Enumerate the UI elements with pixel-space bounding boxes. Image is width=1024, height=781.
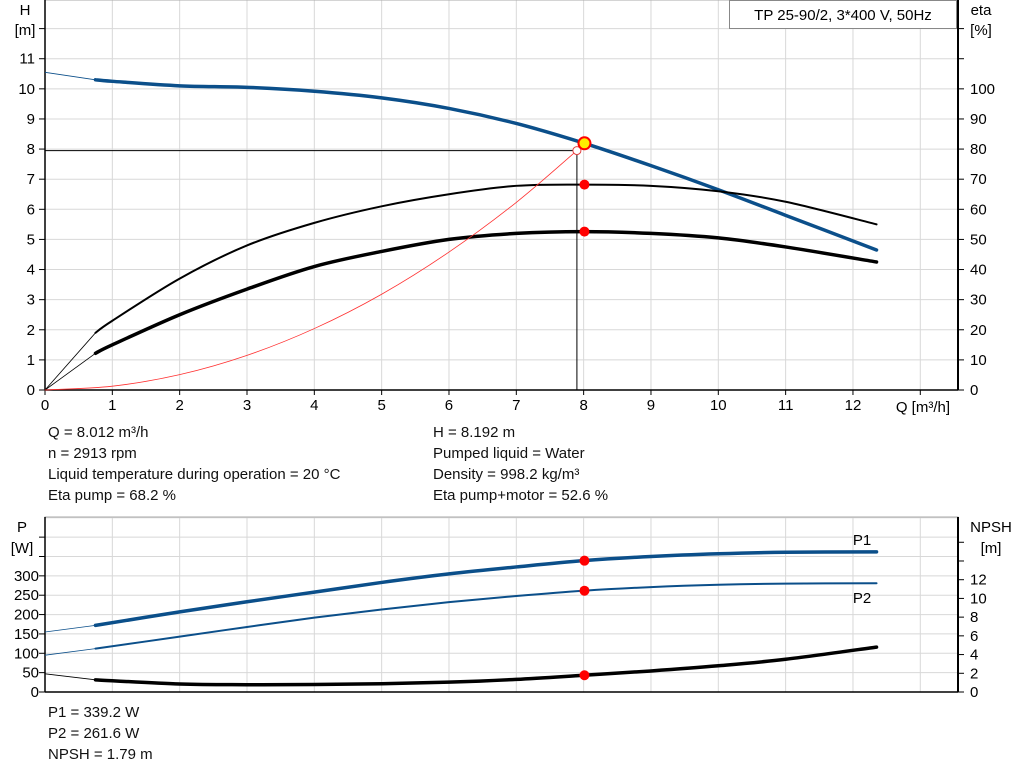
q-tick-label: 0 xyxy=(41,397,49,414)
q-tick-label: 3 xyxy=(243,397,251,414)
eta-pump-motor-curve xyxy=(93,229,879,356)
p2-marker xyxy=(579,585,590,596)
h-tick-label: 2 xyxy=(27,322,35,339)
h-tick-label: 10 xyxy=(18,81,35,98)
head-curve-extrapolated xyxy=(44,71,96,81)
p-axis-unit: [W] xyxy=(11,540,34,557)
info-npsh: NPSH = 1.79 m xyxy=(48,746,153,763)
pump-model-label: TP 25-90/2, 3*400 V, 50Hz xyxy=(729,0,957,29)
npsh-axis-title: NPSH xyxy=(970,519,1012,536)
info-p2: P2 = 261.6 W xyxy=(48,725,140,742)
npsh-tick-label: 0 xyxy=(970,684,978,701)
p-tick-label: 0 xyxy=(31,684,39,701)
eta-tick-label: 100 xyxy=(970,81,995,98)
h-tick-label: 1 xyxy=(27,352,35,369)
p2-curve xyxy=(94,582,878,650)
q-axis-title: Q [m³/h] xyxy=(896,399,950,416)
q-tick-label: 12 xyxy=(845,397,862,414)
info-head: H = 8.192 m xyxy=(433,424,516,441)
eta-axis-unit: [%] xyxy=(970,22,992,39)
npsh-tick-label: 10 xyxy=(970,590,987,607)
eta-tick-label: 90 xyxy=(970,111,987,128)
eta-pump-motor-curve-extrapolated xyxy=(44,352,96,391)
q-tick-label: 1 xyxy=(108,397,116,414)
npsh-curve-extrapolated xyxy=(44,673,96,681)
q-tick-label: 10 xyxy=(710,397,727,414)
q-tick-label: 2 xyxy=(175,397,183,414)
h-tick-label: 8 xyxy=(27,141,35,158)
eta-tick-label: 60 xyxy=(970,201,987,218)
eta-tick-label: 40 xyxy=(970,262,987,279)
info-density: Density = 998.2 kg/m³ xyxy=(433,466,580,483)
info-liquid: Pumped liquid = Water xyxy=(433,445,585,462)
p-axis-title: P xyxy=(17,519,27,536)
npsh-tick-label: 2 xyxy=(970,665,978,682)
npsh-curve xyxy=(93,645,879,687)
p1-series-label: P1 xyxy=(853,532,871,549)
info-eta-pump: Eta pump = 68.2 % xyxy=(48,487,176,504)
eta-tick-label: 30 xyxy=(970,292,987,309)
h-tick-label: 7 xyxy=(27,171,35,188)
system-curve xyxy=(44,150,578,391)
head-curve xyxy=(93,78,879,252)
duty-point-marker xyxy=(572,146,582,156)
npsh-tick-label: 6 xyxy=(970,628,978,645)
h-tick-label: 5 xyxy=(27,231,35,248)
p1-marker xyxy=(579,555,590,566)
eta-pump-curve xyxy=(94,183,878,334)
p-tick-label: 50 xyxy=(22,665,39,682)
q-tick-label: 9 xyxy=(647,397,655,414)
q-tick-label: 8 xyxy=(579,397,587,414)
q-tick-label: 5 xyxy=(377,397,385,414)
q-tick-label: 7 xyxy=(512,397,520,414)
npsh-marker xyxy=(579,670,590,681)
npsh-tick-label: 8 xyxy=(970,609,978,626)
eta-tick-label: 80 xyxy=(970,141,987,158)
h-tick-label: 4 xyxy=(27,262,35,279)
q-tick-label: 4 xyxy=(310,397,318,414)
eta-tick-label: 70 xyxy=(970,171,987,188)
eta-axis-title: eta xyxy=(971,2,993,19)
p-tick-label: 150 xyxy=(14,626,39,643)
eta-pump-marker xyxy=(579,179,590,190)
h-tick-label: 0 xyxy=(27,382,35,399)
p-tick-label: 300 xyxy=(14,568,39,585)
p2-series-label: P2 xyxy=(853,590,871,607)
eta-tick-label: 10 xyxy=(970,352,987,369)
q-tick-label: 6 xyxy=(445,397,453,414)
eta-pump-motor-marker xyxy=(579,226,590,237)
h-tick-label: 9 xyxy=(27,111,35,128)
npsh-axis-unit: [m] xyxy=(981,540,1002,557)
info-q: Q = 8.012 m³/h xyxy=(48,424,149,441)
h-tick-label: 3 xyxy=(27,292,35,309)
p2-curve-extrapolated xyxy=(44,648,96,656)
info-speed: n = 2913 rpm xyxy=(48,445,137,462)
eta-tick-label: 0 xyxy=(970,382,978,399)
q-tick-label: 11 xyxy=(778,397,794,414)
eta-pump-curve-extrapolated xyxy=(44,332,96,391)
p-tick-label: 250 xyxy=(14,587,39,604)
eta-tick-label: 20 xyxy=(970,322,987,339)
h-tick-label: 6 xyxy=(27,201,35,218)
info-p1: P1 = 339.2 W xyxy=(48,704,140,721)
npsh-tick-label: 12 xyxy=(970,572,987,589)
p1-curve xyxy=(93,550,879,628)
info-eta-pump-motor: Eta pump+motor = 52.6 % xyxy=(433,487,609,504)
info-temperature: Liquid temperature during operation = 20… xyxy=(48,466,341,483)
plot-frame-bottom xyxy=(44,516,959,693)
h-axis-title: H xyxy=(20,2,31,19)
p-tick-label: 100 xyxy=(14,645,39,662)
p1-curve-extrapolated xyxy=(44,625,96,633)
eta-tick-label: 50 xyxy=(970,231,987,248)
h-tick-label: 11 xyxy=(19,51,35,68)
npsh-tick-label: 4 xyxy=(970,647,978,664)
p-tick-label: 200 xyxy=(14,607,39,624)
operating-point-marker xyxy=(577,136,592,151)
h-axis-unit: [m] xyxy=(15,22,36,39)
